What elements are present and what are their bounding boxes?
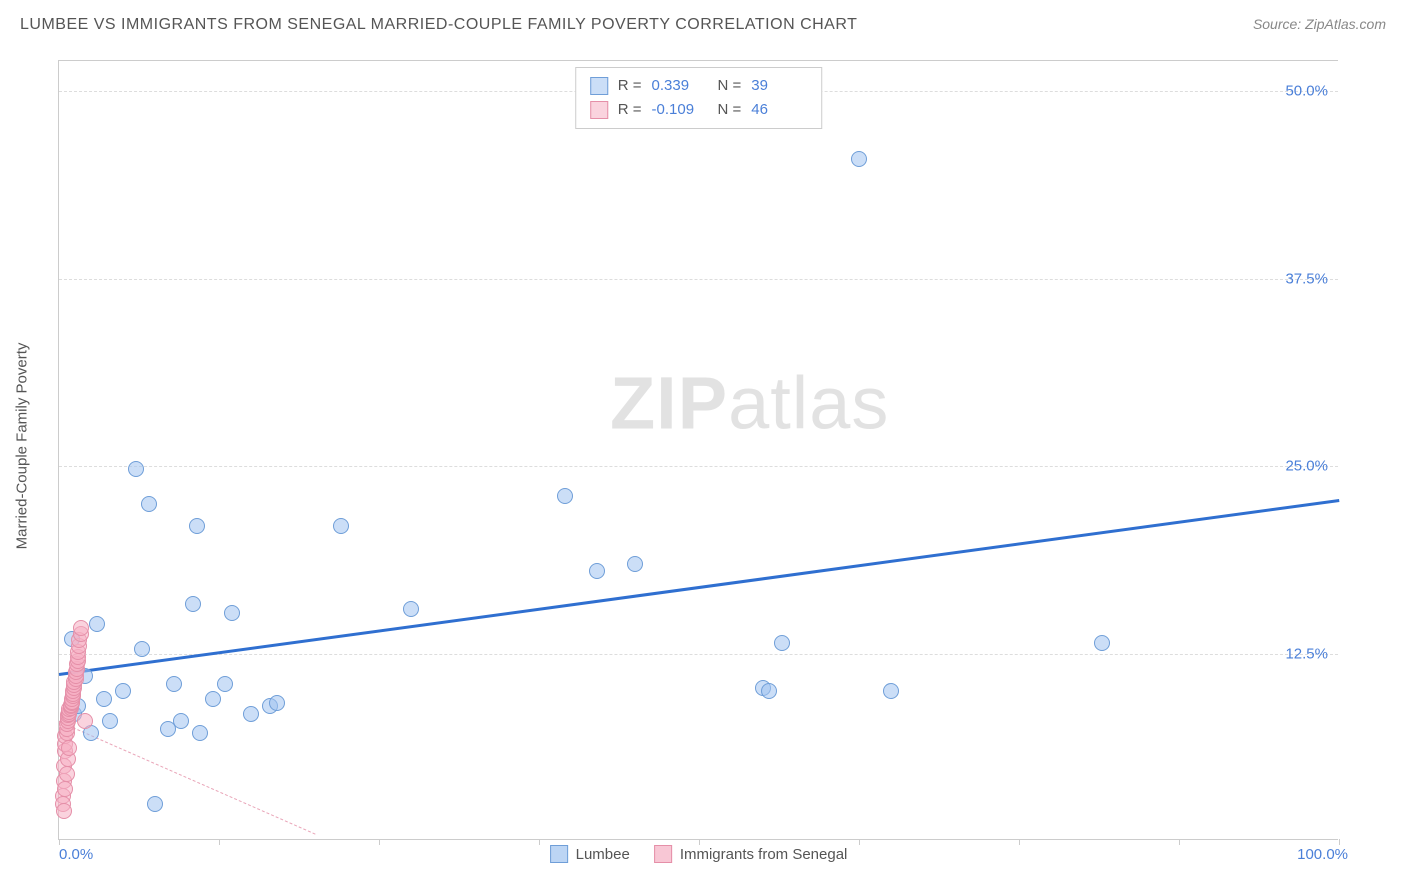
data-point <box>883 683 899 699</box>
data-point <box>269 695 285 711</box>
data-point <box>189 518 205 534</box>
data-point <box>761 683 777 699</box>
x-tick-mark <box>1339 839 1340 845</box>
data-point <box>192 725 208 741</box>
legend-label: Lumbee <box>576 846 630 863</box>
gridline-horizontal <box>59 279 1338 280</box>
trend-line <box>59 499 1339 676</box>
stat-r-value: 0.339 <box>652 74 708 98</box>
x-tick-mark <box>379 839 380 845</box>
data-point <box>403 601 419 617</box>
data-point <box>166 676 182 692</box>
data-point <box>115 683 131 699</box>
data-point <box>217 676 233 692</box>
series-legend: Lumbee Immigrants from Senegal <box>550 845 848 863</box>
data-point <box>141 496 157 512</box>
legend-item: Lumbee <box>550 845 630 863</box>
x-tick-mark <box>859 839 860 845</box>
data-point <box>1094 635 1110 651</box>
data-point <box>61 740 77 756</box>
data-point <box>589 563 605 579</box>
legend-swatch <box>550 845 568 863</box>
x-tick-label: 0.0% <box>59 846 93 863</box>
data-point <box>774 635 790 651</box>
y-tick-label: 12.5% <box>1285 645 1328 662</box>
x-tick-mark <box>59 839 60 845</box>
chart-source: Source: ZipAtlas.com <box>1253 16 1386 32</box>
x-tick-mark <box>1019 839 1020 845</box>
x-tick-label: 100.0% <box>1297 846 1348 863</box>
data-point <box>224 605 240 621</box>
data-point <box>243 706 259 722</box>
data-point <box>73 620 89 636</box>
data-point <box>96 691 112 707</box>
x-tick-mark <box>1179 839 1180 845</box>
correlation-legend: R = 0.339 N = 39 R = -0.109 N = 46 <box>575 67 823 129</box>
legend-swatch <box>590 101 608 119</box>
x-tick-mark <box>539 839 540 845</box>
correlation-row: R = 0.339 N = 39 <box>590 74 808 98</box>
legend-label: Immigrants from Senegal <box>680 846 848 863</box>
data-point <box>56 803 72 819</box>
chart-title: LUMBEE VS IMMIGRANTS FROM SENEGAL MARRIE… <box>20 16 857 34</box>
y-tick-label: 37.5% <box>1285 270 1328 287</box>
data-point <box>77 713 93 729</box>
legend-item: Immigrants from Senegal <box>654 845 848 863</box>
watermark: ZIPatlas <box>610 361 889 446</box>
data-point <box>57 781 73 797</box>
y-tick-label: 50.0% <box>1285 83 1328 100</box>
trend-line <box>59 721 315 834</box>
stat-r-value: -0.109 <box>652 98 708 122</box>
gridline-horizontal <box>59 654 1338 655</box>
data-point <box>102 713 118 729</box>
gridline-horizontal <box>59 466 1338 467</box>
stat-r-label: R = <box>618 74 642 98</box>
correlation-row: R = -0.109 N = 46 <box>590 98 808 122</box>
stat-r-label: R = <box>618 98 642 122</box>
data-point <box>128 461 144 477</box>
legend-swatch <box>590 77 608 95</box>
data-point <box>627 556 643 572</box>
stat-n-value: 46 <box>751 98 807 122</box>
data-point <box>173 713 189 729</box>
data-point <box>333 518 349 534</box>
data-point <box>185 596 201 612</box>
data-point <box>147 796 163 812</box>
scatter-chart: ZIPatlas 12.5%25.0%37.5%50.0%0.0%100.0%R… <box>58 60 1338 840</box>
x-tick-mark <box>219 839 220 845</box>
data-point <box>134 641 150 657</box>
y-axis-label: Married-Couple Family Poverty <box>14 343 31 550</box>
stat-n-label: N = <box>718 98 742 122</box>
data-point <box>59 766 75 782</box>
chart-header: LUMBEE VS IMMIGRANTS FROM SENEGAL MARRIE… <box>0 0 1406 42</box>
data-point <box>851 151 867 167</box>
stat-n-value: 39 <box>751 74 807 98</box>
data-point <box>89 616 105 632</box>
y-tick-label: 25.0% <box>1285 458 1328 475</box>
data-point <box>557 488 573 504</box>
legend-swatch <box>654 845 672 863</box>
data-point <box>205 691 221 707</box>
stat-n-label: N = <box>718 74 742 98</box>
